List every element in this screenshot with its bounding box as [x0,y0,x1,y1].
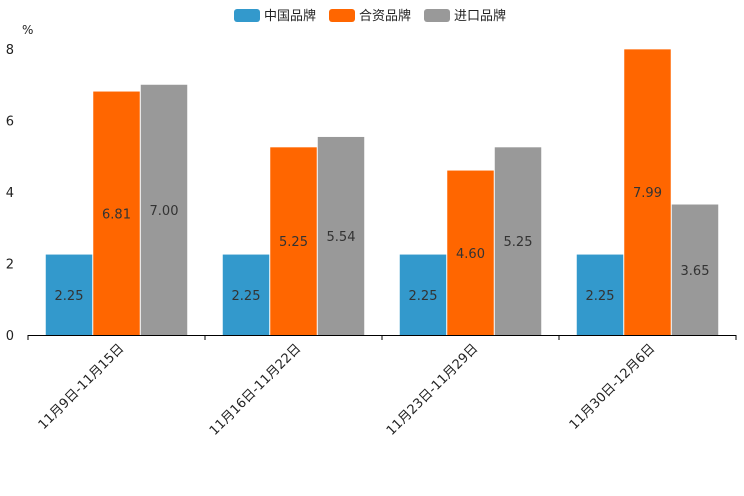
bar [45,254,93,335]
x-axis: 11月9日-11月15日 11月16日-11月22日 11月23日-11月29日 11… [27,335,737,439]
data-label: 6.81 [102,207,131,222]
x-category-label: 11月9日-11月15日 [36,341,128,433]
data-label: 7.00 [150,204,179,219]
bar [494,147,542,335]
bar [317,136,365,335]
bars: 2.25 6.81 7.00 2.25 5.25 5.54 2.25 4.60 5.25 2.25… [45,49,719,336]
data-label: 5.25 [279,235,308,250]
legend-label-2: 合资品牌 [359,8,411,24]
bar [576,254,624,335]
data-label: 2.25 [232,289,261,304]
bar [222,254,270,335]
y-tick-label: 8 [6,43,14,58]
legend-swatch-3 [424,9,450,22]
bar [624,49,671,336]
y-tick-label: 2 [6,258,14,273]
data-label: 5.54 [327,230,356,245]
y-axis-unit-label: % [22,23,33,37]
y-axis: 0 2 4 6 8 [6,43,14,344]
x-category-label: 11月30日-12月6日 [567,341,659,433]
y-tick-label: 0 [6,329,14,344]
bar [447,170,494,335]
data-label: 7.99 [633,186,662,201]
data-label: 4.60 [456,247,485,262]
y-tick-label: 6 [6,115,14,130]
bar [93,91,140,335]
legend-label-3: 进口品牌 [454,8,506,24]
bar [399,254,447,335]
bar [671,204,719,335]
bar [140,84,188,335]
legend-swatch-1 [234,9,260,22]
data-label: 2.25 [586,289,615,304]
x-category-label: 11月16日-11月22日 [207,341,304,438]
y-tick-label: 4 [6,186,14,201]
data-label: 3.65 [681,264,710,279]
legend-swatch-2 [329,9,355,22]
x-category-label: 11月23日-11月29日 [384,341,481,438]
legend-label-1: 中国品牌 [264,8,316,24]
data-label: 2.25 [409,289,438,304]
data-label: 5.25 [504,235,533,250]
bar [270,147,317,335]
legend: 中国品牌 合资品牌 进口品牌 [234,8,506,24]
data-label: 2.25 [55,289,84,304]
